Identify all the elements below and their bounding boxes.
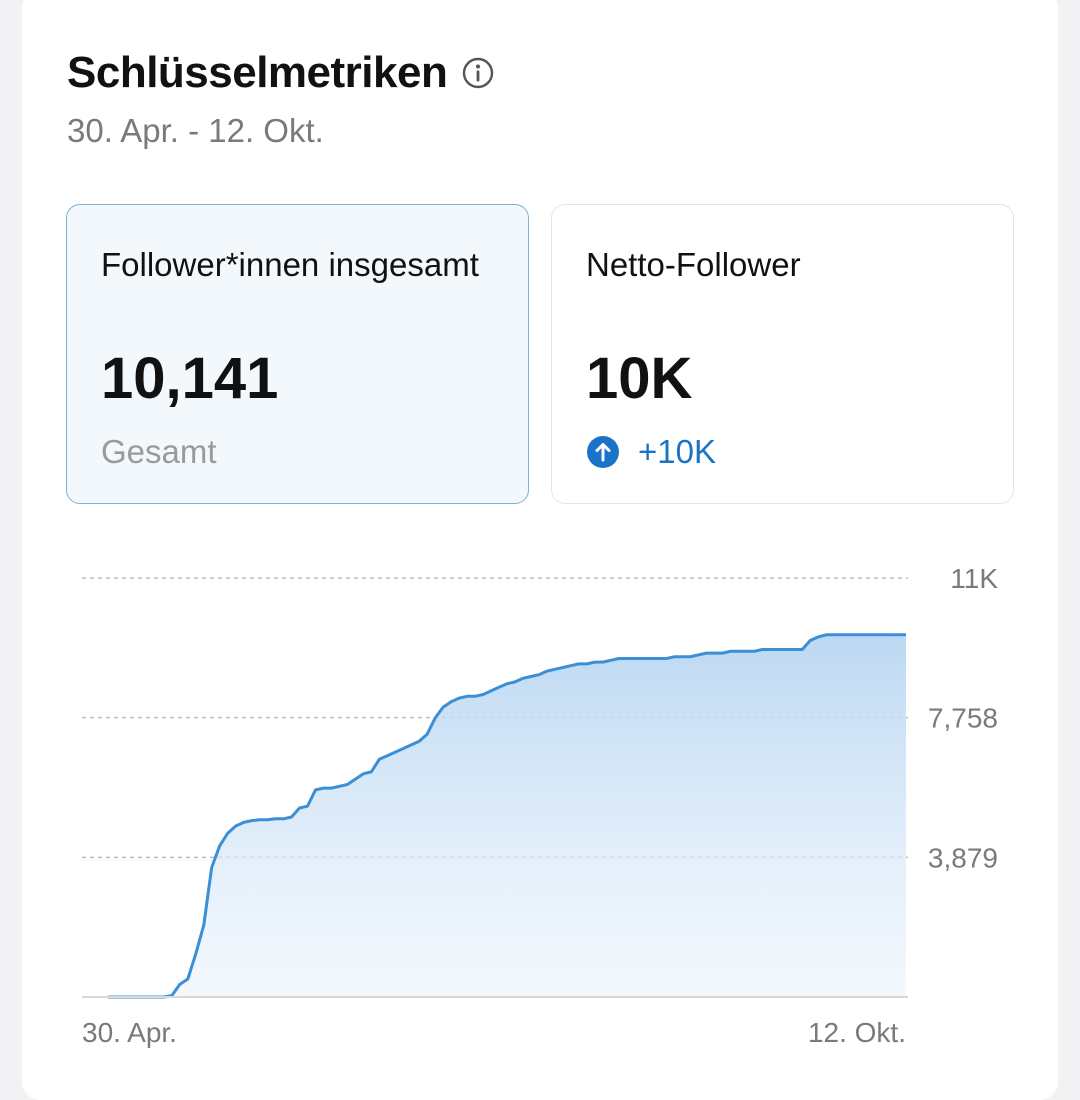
- chart-series-line: [108, 633, 906, 999]
- metric-card-total-followers[interactable]: Follower*innen insgesamt 10,141 Gesamt: [66, 204, 529, 504]
- y-tick-label: 11K: [950, 563, 998, 594]
- delta-value: +10K: [638, 433, 716, 470]
- page-title: Schlüsselmetriken: [67, 48, 448, 97]
- chart-area-fill: [108, 634, 906, 997]
- metric-subtitle: Gesamt: [101, 433, 217, 470]
- date-range: 30. Apr. - 12. Okt.: [67, 112, 324, 149]
- metric-value: 10,141: [101, 346, 279, 411]
- y-tick-label: 3,879: [928, 842, 998, 873]
- x-tick-label: 30. Apr.: [82, 1017, 177, 1048]
- metric-label: Netto-Follower: [586, 246, 801, 283]
- x-tick-label: 12. Okt.: [808, 1017, 906, 1048]
- header: Schlüsselmetriken: [67, 48, 495, 98]
- delta-badge: +10K: [586, 433, 716, 471]
- arrow-up-circle-icon: [587, 436, 619, 468]
- y-tick-label: 7,758: [928, 703, 998, 734]
- info-icon[interactable]: [461, 56, 495, 90]
- metric-label: Follower*innen insgesamt: [101, 246, 479, 283]
- metric-card-net-followers[interactable]: Netto-Follower 10K +10K: [551, 204, 1014, 504]
- metric-value: 10K: [586, 346, 693, 411]
- followers-area-chart: 11K 7,758 3,879 30. Apr. 12. Okt.: [82, 563, 998, 1048]
